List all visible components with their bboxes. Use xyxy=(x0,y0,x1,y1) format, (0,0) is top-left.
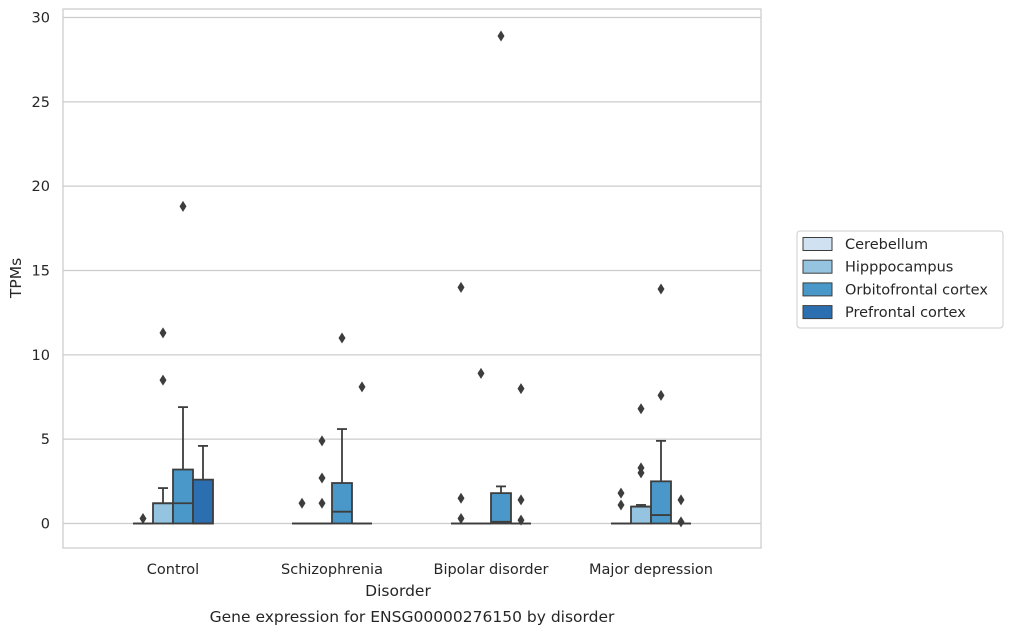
flier-point xyxy=(517,494,525,506)
flier-point xyxy=(159,374,167,386)
box-body xyxy=(650,480,672,525)
box-marks xyxy=(133,30,691,528)
flier-point xyxy=(617,499,625,511)
flier-point xyxy=(457,512,465,524)
y-axis-ticks: 0 5 10 15 20 25 30 xyxy=(32,11,50,533)
flier-point xyxy=(318,435,326,447)
flier-point xyxy=(677,494,685,506)
y-tick-label: 30 xyxy=(32,11,50,27)
x-tick-label: Schizophrenia xyxy=(281,562,383,578)
box-2-0 xyxy=(172,200,194,525)
box-3-1 xyxy=(352,381,372,525)
legend-label: Cerebellum xyxy=(845,237,928,253)
y-tick-label: 25 xyxy=(32,95,50,111)
flier-point xyxy=(139,512,147,524)
flier-point xyxy=(657,283,665,295)
legend-swatch xyxy=(802,282,833,297)
box-3-3 xyxy=(671,494,691,528)
flier-point xyxy=(338,332,346,344)
x-tick-label: Bipolar disorder xyxy=(434,562,549,578)
x-axis-ticks: Control Schizophrenia Bipolar disorder Majo… xyxy=(147,562,713,578)
flier-point xyxy=(179,200,187,212)
box-body xyxy=(490,492,512,525)
box-body xyxy=(192,478,214,525)
box-3-2 xyxy=(511,383,531,526)
flier-point xyxy=(159,327,167,339)
flier-point xyxy=(517,514,525,526)
flier-point xyxy=(298,497,306,509)
x-tick-label: Control xyxy=(147,562,199,578)
flier-point xyxy=(477,367,485,379)
gridlines xyxy=(63,16,761,525)
flier-point xyxy=(517,383,525,395)
y-tick-label: 15 xyxy=(32,264,50,280)
box-3-0 xyxy=(192,445,214,525)
flier-point xyxy=(358,381,366,393)
box-1-3 xyxy=(630,403,652,525)
box-2-2 xyxy=(490,30,512,525)
legend-label: Orbitofrontal cortex xyxy=(845,282,988,298)
y-tick-label: 10 xyxy=(32,348,50,364)
flier-point xyxy=(497,30,505,42)
flier-point xyxy=(637,462,645,474)
legend-swatch xyxy=(802,305,833,320)
box-1-1 xyxy=(312,435,332,525)
box-0-1 xyxy=(292,497,312,525)
box-body xyxy=(630,505,652,525)
legend-frame xyxy=(796,230,1004,329)
flier-point xyxy=(637,403,645,415)
legend: Cerebellum Hipppocampus Orbitofrontal cort… xyxy=(796,230,1004,329)
box-body xyxy=(152,502,174,525)
box-0-2 xyxy=(451,281,471,525)
plot-area-frame xyxy=(62,8,762,549)
box-0-0 xyxy=(133,512,153,525)
flier-point xyxy=(457,281,465,293)
legend-label: Prefrontal cortex xyxy=(845,305,966,321)
flier-point xyxy=(318,497,326,509)
flier-point xyxy=(677,516,685,528)
y-tick-label: 5 xyxy=(41,432,50,448)
flier-point xyxy=(617,487,625,499)
legend-swatch xyxy=(802,237,833,251)
flier-point xyxy=(457,492,465,504)
box-body xyxy=(331,482,353,525)
chart-caption: Gene expression for ENSG00000276150 by d… xyxy=(210,608,615,626)
flier-point xyxy=(657,389,665,401)
box-0-3 xyxy=(611,487,631,525)
x-tick-label: Major depression xyxy=(589,562,713,578)
box-1-2 xyxy=(471,367,491,525)
box-body xyxy=(172,468,194,525)
box-2-1 xyxy=(331,332,353,525)
box-2-3 xyxy=(650,283,672,525)
y-axis-label: TPMs xyxy=(7,258,25,299)
legend-label: Hipppocampus xyxy=(845,260,953,276)
x-axis-label: Disorder xyxy=(365,582,431,600)
box-1-0 xyxy=(152,327,174,525)
legend-swatch xyxy=(802,259,833,274)
y-tick-label: 20 xyxy=(32,179,50,195)
y-tick-label: 0 xyxy=(41,517,50,533)
flier-point xyxy=(318,472,326,484)
